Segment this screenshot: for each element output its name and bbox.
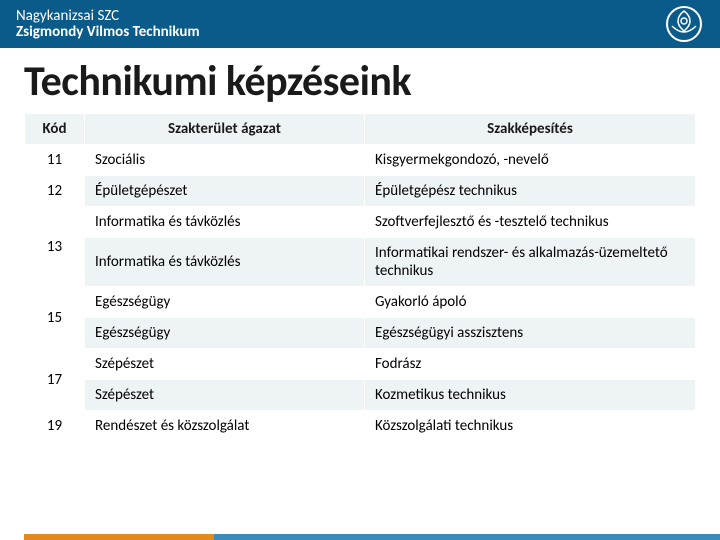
table-row: 15EgészségügyGyakorló ápoló [25, 287, 696, 318]
cell-code: 17 [25, 349, 85, 411]
programs-table: Kód Szakterület ágazat Szakképesítés 11S… [0, 113, 720, 442]
cell-area: Egészségügy [85, 318, 365, 349]
cell-qual: Fodrász [365, 349, 696, 380]
table-row: 17SzépészetFodrász [25, 349, 696, 380]
col-qual: Szakképesítés [365, 114, 696, 145]
cell-area: Szépészet [85, 349, 365, 380]
cell-area: Egészségügy [85, 287, 365, 318]
table-row: Informatika és távközlésInformatikai ren… [25, 238, 696, 287]
table-row: 19Rendészet és közszolgálatKözszolgálati… [25, 411, 696, 442]
school-line1: Nagykanizsai SZC [16, 8, 200, 25]
footer-accent [0, 534, 720, 540]
table-row: SzépészetKozmetikus technikus [25, 380, 696, 411]
cell-area: Szépészet [85, 380, 365, 411]
cell-qual: Közszolgálati technikus [365, 411, 696, 442]
cell-area: Rendészet és közszolgálat [85, 411, 365, 442]
table-row: 13Informatika és távközlésSzoftverfejles… [25, 207, 696, 238]
cell-qual: Épületgépész technikus [365, 176, 696, 207]
col-area: Szakterület ágazat [85, 114, 365, 145]
cell-code: 15 [25, 287, 85, 349]
table-row: EgészségügyEgészségügyi asszisztens [25, 318, 696, 349]
cell-qual: Kisgyermekgondozó, -nevelő [365, 145, 696, 176]
cell-area: Informatika és távközlés [85, 238, 365, 287]
cell-code: 11 [25, 145, 85, 176]
header-text: Nagykanizsai SZC Zsigmondy Vilmos Techni… [16, 8, 200, 41]
cell-qual: Szoftverfejlesztő és -tesztelő technikus [365, 207, 696, 238]
cell-code: 19 [25, 411, 85, 442]
slide-title: Technikumi képzéseink [0, 48, 720, 113]
table-row: 12ÉpületgépészetÉpületgépész technikus [25, 176, 696, 207]
cell-qual: Egészségügyi asszisztens [365, 318, 696, 349]
cell-code: 12 [25, 176, 85, 207]
table-row: 11SzociálisKisgyermekgondozó, -nevelő [25, 145, 696, 176]
cell-code: 13 [25, 207, 85, 287]
school-logo-icon [664, 4, 704, 44]
cell-area: Épületgépészet [85, 176, 365, 207]
cell-qual: Gyakorló ápoló [365, 287, 696, 318]
col-code: Kód [25, 114, 85, 145]
header-bar: Nagykanizsai SZC Zsigmondy Vilmos Techni… [0, 0, 720, 48]
cell-area: Szociális [85, 145, 365, 176]
cell-area: Informatika és távközlés [85, 207, 365, 238]
cell-qual: Informatikai rendszer- és alkalmazás-üze… [365, 238, 696, 287]
school-line2: Zsigmondy Vilmos Technikum [16, 24, 200, 41]
cell-qual: Kozmetikus technikus [365, 380, 696, 411]
